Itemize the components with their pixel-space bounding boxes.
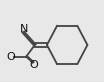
Text: O: O — [7, 52, 15, 62]
Text: O: O — [29, 60, 38, 70]
Text: N: N — [19, 24, 28, 34]
